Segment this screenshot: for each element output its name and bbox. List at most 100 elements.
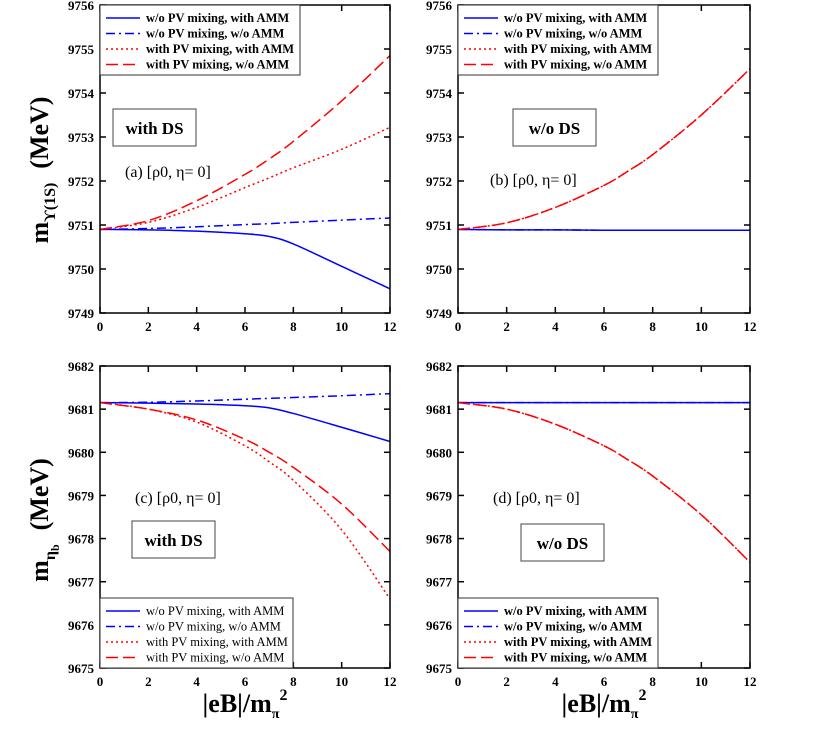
legend: w/o PV mixing, with AMM w/o PV mixing, w/… bbox=[99, 597, 294, 669]
y-tick-label: 9681 bbox=[68, 402, 94, 417]
x-tick-label: 0 bbox=[455, 674, 462, 689]
x-tick-label: 12 bbox=[384, 674, 397, 689]
y-tick-label: 9679 bbox=[426, 488, 453, 503]
series-group bbox=[458, 68, 750, 232]
series-line-4 bbox=[100, 55, 390, 231]
legend-box bbox=[99, 4, 301, 76]
x-tick-label: 4 bbox=[193, 319, 200, 334]
x-tick-label: 12 bbox=[744, 674, 757, 689]
legend: w/o PV mixing, with AMM w/o PV mixing, w/… bbox=[99, 4, 301, 76]
y-axis-title-bottom: mηb(MeV) bbox=[25, 458, 62, 582]
legend-label: with PV mixing, w/o AMM bbox=[146, 651, 284, 665]
x-tick-label: 4 bbox=[552, 674, 559, 689]
condition-label: with DS bbox=[144, 531, 202, 550]
panel-annotation: (d) [ρ0, η= 0] bbox=[493, 490, 580, 507]
y-tick-label: 9678 bbox=[426, 532, 453, 547]
x-tick-label: 4 bbox=[193, 674, 200, 689]
y-tick-label: 9675 bbox=[68, 661, 95, 676]
x-tick-label: 8 bbox=[290, 674, 297, 689]
legend-label: with PV mixing, w/o AMM bbox=[504, 651, 647, 665]
x-tick-label: 6 bbox=[601, 674, 608, 689]
legend-label: w/o PV mixing, with AMM bbox=[146, 604, 284, 618]
series-line-1 bbox=[100, 228, 390, 290]
y-tick-label: 9755 bbox=[426, 42, 453, 57]
y-tick-label: 9755 bbox=[68, 42, 95, 57]
x-tick-label: 4 bbox=[552, 319, 559, 334]
x-tick-label: 8 bbox=[649, 674, 656, 689]
condition-box bbox=[131, 520, 216, 559]
x-tick-label: 10 bbox=[695, 319, 708, 334]
y-tick-label: 9756 bbox=[68, 0, 95, 13]
y-tick-label: 9677 bbox=[68, 575, 95, 590]
legend-label: w/o PV mixing, with AMM bbox=[146, 11, 289, 25]
condition-label: w/o DS bbox=[537, 534, 588, 553]
y-tick-label: 9680 bbox=[426, 445, 452, 460]
y-tick-label: 9750 bbox=[426, 262, 452, 277]
x-tick-label: 2 bbox=[145, 319, 152, 334]
x-tick-label: 0 bbox=[97, 319, 104, 334]
legend-label: w/o PV mixing, with AMM bbox=[504, 11, 647, 25]
y-tick-label: 9752 bbox=[68, 174, 94, 189]
x-tick-label: 12 bbox=[384, 319, 397, 334]
svg-text:mϒ(1S)(MeV): mϒ(1S)(MeV) bbox=[25, 97, 59, 244]
y-tick-label: 9754 bbox=[426, 86, 453, 101]
panel-c: 0 2 4 6 8 10 12 9675 9676 9677 9678 9679 9680 9681 968… bbox=[68, 359, 397, 689]
x-tick-label: 0 bbox=[455, 319, 462, 334]
y-tick-label: 9754 bbox=[68, 86, 95, 101]
series-group bbox=[458, 401, 750, 563]
y-tick-label: 9751 bbox=[426, 218, 452, 233]
y-tick-label: 9750 bbox=[68, 262, 94, 277]
y-tick-label: 9676 bbox=[68, 618, 95, 633]
y-tick-label: 9682 bbox=[426, 359, 452, 374]
legend-label: w/o PV mixing, w/o AMM bbox=[504, 27, 643, 41]
panel-annotation: (a) [ρ0, η= 0] bbox=[125, 164, 211, 181]
legend-label: with PV mixing, with AMM bbox=[146, 42, 294, 56]
legend-label: with PV mixing, w/o AMM bbox=[504, 58, 647, 72]
panel-b: 0 2 4 6 8 10 12 9749 9750 9751 9752 9753 9754 9755 975… bbox=[426, 0, 757, 334]
x-tick-label: 2 bbox=[503, 674, 510, 689]
y-tick-label: 9678 bbox=[68, 532, 95, 547]
x-axis-title-right: |eB|/mπ2 bbox=[562, 687, 647, 722]
series-line-4 bbox=[100, 401, 390, 553]
x-tick-label: 0 bbox=[97, 674, 104, 689]
condition-box bbox=[112, 108, 197, 147]
y-tick-label: 9680 bbox=[68, 445, 94, 460]
legend-label: w/o PV mixing, w/o AMM bbox=[146, 27, 285, 41]
series-line-2 bbox=[100, 217, 390, 231]
series-line-3 bbox=[458, 68, 750, 231]
y-tick-label: 9752 bbox=[426, 174, 452, 189]
panel-d: 0 2 4 6 8 10 12 9675 9676 9677 9678 9679 9680 9681 968… bbox=[426, 359, 757, 689]
x-tick-label: 2 bbox=[503, 319, 510, 334]
series-group bbox=[100, 55, 390, 290]
y-tick-label: 9676 bbox=[426, 618, 453, 633]
series-line-2 bbox=[100, 392, 390, 404]
condition-box bbox=[512, 108, 597, 147]
y-axis-title-top: mϒ(1S)(MeV) bbox=[25, 97, 59, 244]
x-tick-label: 8 bbox=[649, 319, 656, 334]
y-tick-label: 9681 bbox=[426, 402, 452, 417]
x-tick-label: 8 bbox=[290, 319, 297, 334]
x-tick-label: 12 bbox=[744, 319, 757, 334]
legend-label: with PV mixing, w/o AMM bbox=[146, 58, 289, 72]
series-line-2 bbox=[458, 228, 750, 232]
x-axis-title-left: |eB|/mπ2 bbox=[203, 687, 288, 722]
condition-label: with DS bbox=[125, 119, 183, 138]
legend-label: with PV mixing, with AMM bbox=[504, 42, 652, 56]
series-group bbox=[100, 392, 390, 600]
legend: w/o PV mixing, with AMM w/o PV mixing, w/… bbox=[457, 4, 659, 76]
x-tick-label: 10 bbox=[695, 674, 708, 689]
y-tick-label: 9749 bbox=[68, 306, 95, 321]
y-tick-label: 9679 bbox=[68, 488, 95, 503]
legend-label: with PV mixing, with AMM bbox=[504, 635, 652, 649]
legend-label: w/o PV mixing, w/o AMM bbox=[504, 620, 643, 634]
y-tick-label: 9753 bbox=[68, 130, 95, 145]
condition-label: w/o DS bbox=[529, 119, 580, 138]
y-tick-label: 9751 bbox=[68, 218, 94, 233]
legend-label: w/o PV mixing, with AMM bbox=[504, 604, 647, 618]
panel-annotation: (b) [ρ0, η= 0] bbox=[490, 172, 577, 189]
series-line-4 bbox=[458, 401, 750, 563]
series-line-1 bbox=[100, 401, 390, 443]
legend-label: with PV mixing, with AMM bbox=[146, 635, 288, 649]
x-tick-label: 10 bbox=[335, 319, 348, 334]
